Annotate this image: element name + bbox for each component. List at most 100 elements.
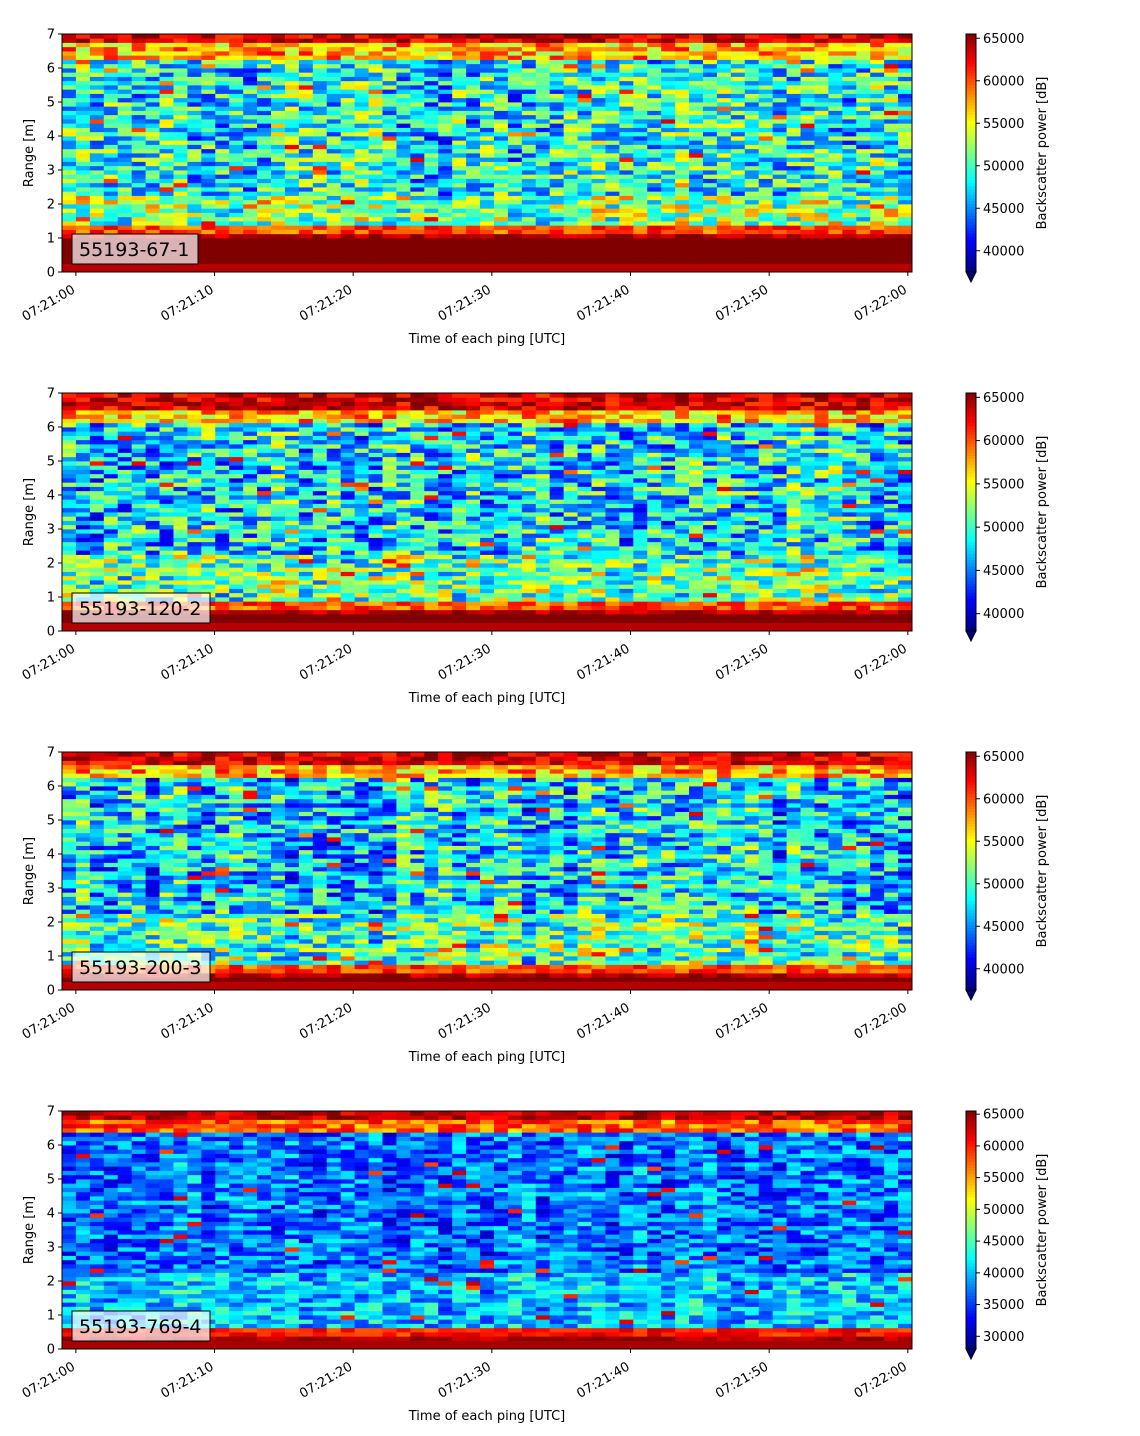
heatmap-cell (382, 255, 397, 260)
heatmap-cell (145, 46, 160, 52)
heatmap-cell (257, 263, 272, 269)
heatmap-cell (842, 195, 857, 201)
heatmap-cell (675, 208, 690, 213)
heatmap-cell (62, 80, 77, 86)
heatmap-cell (187, 97, 202, 103)
heatmap-cell (493, 216, 509, 222)
heatmap-cell (563, 106, 578, 111)
heatmap-cell (326, 195, 342, 201)
heatmap-cell (62, 431, 77, 436)
heatmap-cell (396, 614, 411, 619)
heatmap-cell (354, 250, 369, 256)
heatmap-cell (396, 405, 411, 411)
heatmap-cell (493, 148, 509, 154)
heatmap-cell (424, 97, 439, 103)
heatmap-cell (800, 89, 815, 94)
heatmap-cell (786, 114, 801, 120)
heatmap-cell (62, 422, 77, 428)
heatmap-cell (396, 486, 411, 492)
heatmap-cell (284, 34, 300, 39)
heatmap-cell (647, 76, 662, 82)
heatmap-cell (145, 571, 160, 577)
colorbar-segment (966, 60, 976, 65)
heatmap-cell (633, 242, 648, 247)
heatmap-cell (842, 263, 857, 269)
colorbar-segment (966, 117, 976, 121)
heatmap-cell (396, 461, 411, 466)
heatmap-cell (284, 563, 300, 568)
heatmap-cell (772, 123, 787, 128)
heatmap-cell (89, 182, 105, 188)
heatmap-cell (89, 191, 105, 196)
heatmap-cell (354, 85, 369, 90)
heatmap-cell (772, 102, 787, 107)
heatmap-cell (62, 448, 77, 453)
heatmap-cell (424, 208, 439, 213)
heatmap-cell (480, 38, 495, 43)
heatmap-cell (312, 97, 328, 103)
heatmap-cell (410, 59, 425, 65)
heatmap-cell (298, 622, 314, 628)
heatmap-cell (201, 233, 216, 239)
heatmap-cell (173, 537, 188, 543)
heatmap-cell (187, 161, 202, 167)
heatmap-cell (884, 259, 899, 264)
heatmap-cell (633, 212, 648, 218)
heatmap-cell (89, 114, 105, 120)
colorbar-segment (966, 218, 976, 222)
heatmap-cell (507, 85, 523, 90)
heatmap-cell (396, 490, 411, 496)
heatmap-cell (842, 204, 857, 209)
heatmap-cell (368, 609, 383, 615)
heatmap-cell (229, 448, 244, 453)
heatmap-cell (257, 165, 272, 171)
heatmap-cell (647, 204, 662, 209)
heatmap-cell (340, 435, 356, 441)
heatmap-cell (103, 68, 119, 73)
heatmap-cell (257, 571, 272, 577)
heatmap-cell (298, 38, 314, 43)
heatmap-cell (842, 187, 857, 192)
heatmap-cell (187, 102, 202, 107)
heatmap-cell (312, 397, 328, 402)
heatmap-cell (758, 131, 774, 137)
heatmap-cell (257, 174, 272, 179)
heatmap-cell (744, 225, 760, 230)
heatmap-cell (884, 255, 899, 260)
heatmap-cell (591, 55, 606, 60)
heatmap-cell (215, 405, 230, 411)
heatmap-cell (312, 195, 328, 201)
heatmap-cell (229, 106, 244, 111)
heatmap-cell (758, 212, 774, 218)
heatmap-cell (619, 59, 634, 65)
heatmap-cell (117, 563, 133, 568)
heatmap-cell (201, 119, 216, 124)
heatmap-cell (382, 461, 397, 466)
heatmap-cell (187, 541, 202, 547)
heatmap-cell (229, 516, 244, 521)
heatmap-cell (884, 182, 899, 188)
heatmap-cell (661, 59, 676, 65)
heatmap-cell (354, 520, 369, 526)
heatmap-cell (480, 170, 495, 175)
heatmap-cell (800, 174, 815, 179)
heatmap-cell (187, 435, 202, 441)
heatmap-cell (619, 55, 634, 60)
heatmap-cell (661, 97, 676, 103)
heatmap-cell (159, 123, 174, 128)
heatmap-cell (326, 427, 342, 432)
heatmap-cell (298, 512, 314, 517)
heatmap-cell (856, 153, 871, 158)
heatmap-cell (424, 38, 439, 43)
heatmap-cell (521, 68, 537, 73)
heatmap-cell (131, 191, 146, 196)
heatmap-cell (702, 229, 718, 235)
heatmap-cell (549, 216, 565, 222)
heatmap-cell (675, 170, 690, 175)
heatmap-cell (62, 93, 77, 99)
heatmap-cell (507, 216, 523, 222)
heatmap-cell (758, 208, 774, 213)
heatmap-cell (480, 208, 495, 213)
heatmap-cell (159, 68, 174, 73)
